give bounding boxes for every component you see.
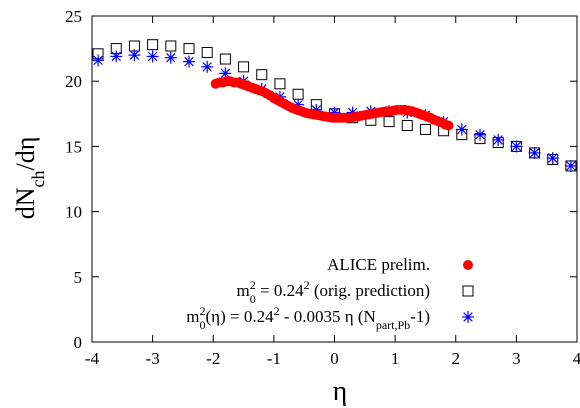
data-point <box>183 55 195 68</box>
data-point <box>92 54 105 67</box>
data-point <box>256 69 268 81</box>
asterisk-stroke <box>493 135 503 145</box>
legend-marker-0 <box>463 260 473 270</box>
data-point <box>201 60 214 73</box>
x-tick-label: 0 <box>330 349 339 368</box>
legend: ALICE prelim. m2 0 = 0.242 (orig. predicti… <box>186 255 474 332</box>
legend-marker-2 <box>462 311 474 323</box>
series-0 <box>210 76 454 131</box>
x-tick-label: 2 <box>452 349 461 368</box>
x-tick-label: -2 <box>206 349 220 368</box>
asterisk-stroke <box>184 56 194 67</box>
data-point <box>183 43 195 55</box>
data-point <box>443 120 454 131</box>
y-tick-label: 20 <box>65 72 82 91</box>
asterisk-stroke <box>511 141 522 152</box>
axes <box>91 15 578 343</box>
data-point <box>147 39 159 51</box>
data-point <box>455 123 468 136</box>
asterisk-stroke <box>202 62 212 72</box>
tick-labels: -4 -3 -2 -1 0 1 2 3 4 0 5 10 15 20 25 <box>65 7 580 368</box>
asterisk-stroke <box>475 129 485 140</box>
data-point <box>383 116 395 128</box>
y-tick-label: 0 <box>74 333 83 352</box>
data-point <box>164 51 177 64</box>
data-point <box>492 133 505 146</box>
data-point <box>401 120 413 132</box>
y-axis-label-tail: /dη <box>11 137 40 171</box>
legend-label-0: ALICE prelim. <box>327 255 430 274</box>
data-point <box>274 78 286 90</box>
asterisk-stroke <box>548 153 558 163</box>
data-point <box>528 146 541 159</box>
x-tick-label: -4 <box>85 349 100 368</box>
data-point <box>128 49 141 62</box>
series-1 <box>92 39 577 172</box>
data-point <box>219 53 231 65</box>
data-point <box>474 128 486 141</box>
data-point <box>238 61 250 73</box>
series-2 <box>92 49 577 172</box>
x-tick-label: 3 <box>512 349 521 368</box>
y-tick-label: 5 <box>74 268 83 287</box>
y-axis-label-sub: ch <box>28 171 48 188</box>
data-points <box>92 39 577 172</box>
data-point <box>564 159 577 172</box>
y-axis-label-main: dN <box>11 187 40 219</box>
data-point <box>110 50 123 63</box>
data-point <box>419 123 431 135</box>
data-point <box>146 50 159 63</box>
asterisk-stroke <box>93 55 103 66</box>
x-tick-label: 1 <box>391 349 400 368</box>
data-point <box>546 152 559 165</box>
data-point <box>510 140 523 153</box>
x-tick-label: -1 <box>267 349 281 368</box>
asterisk-stroke <box>566 161 576 171</box>
legend-marker-1 <box>462 285 474 297</box>
asterisk-stroke <box>111 51 121 62</box>
data-point <box>292 88 304 100</box>
data-point <box>165 40 177 52</box>
y-tick-label: 15 <box>65 137 82 156</box>
x-tick-label: 4 <box>573 349 580 368</box>
asterisk-stroke <box>529 148 540 158</box>
y-axis-label: dNch/dη <box>11 137 48 220</box>
legend-label-1: m2 0 = 0.242 (orig. prediction) <box>237 278 430 306</box>
asterisk-stroke <box>220 68 231 79</box>
asterisk-stroke <box>463 312 473 322</box>
y-tick-label: 25 <box>65 7 82 26</box>
asterisk-stroke <box>166 53 176 63</box>
asterisk-stroke <box>129 50 140 60</box>
asterisk-stroke <box>147 51 158 62</box>
legend-label-2: m2 0(η) = 0.242 - 0.0035 η (Npart,Pb-1) <box>186 304 430 332</box>
asterisk-stroke <box>457 124 467 135</box>
y-tick-label: 10 <box>65 203 82 222</box>
x-tick-label: -3 <box>146 349 160 368</box>
data-point <box>201 47 213 59</box>
x-axis-label: η <box>333 376 348 407</box>
